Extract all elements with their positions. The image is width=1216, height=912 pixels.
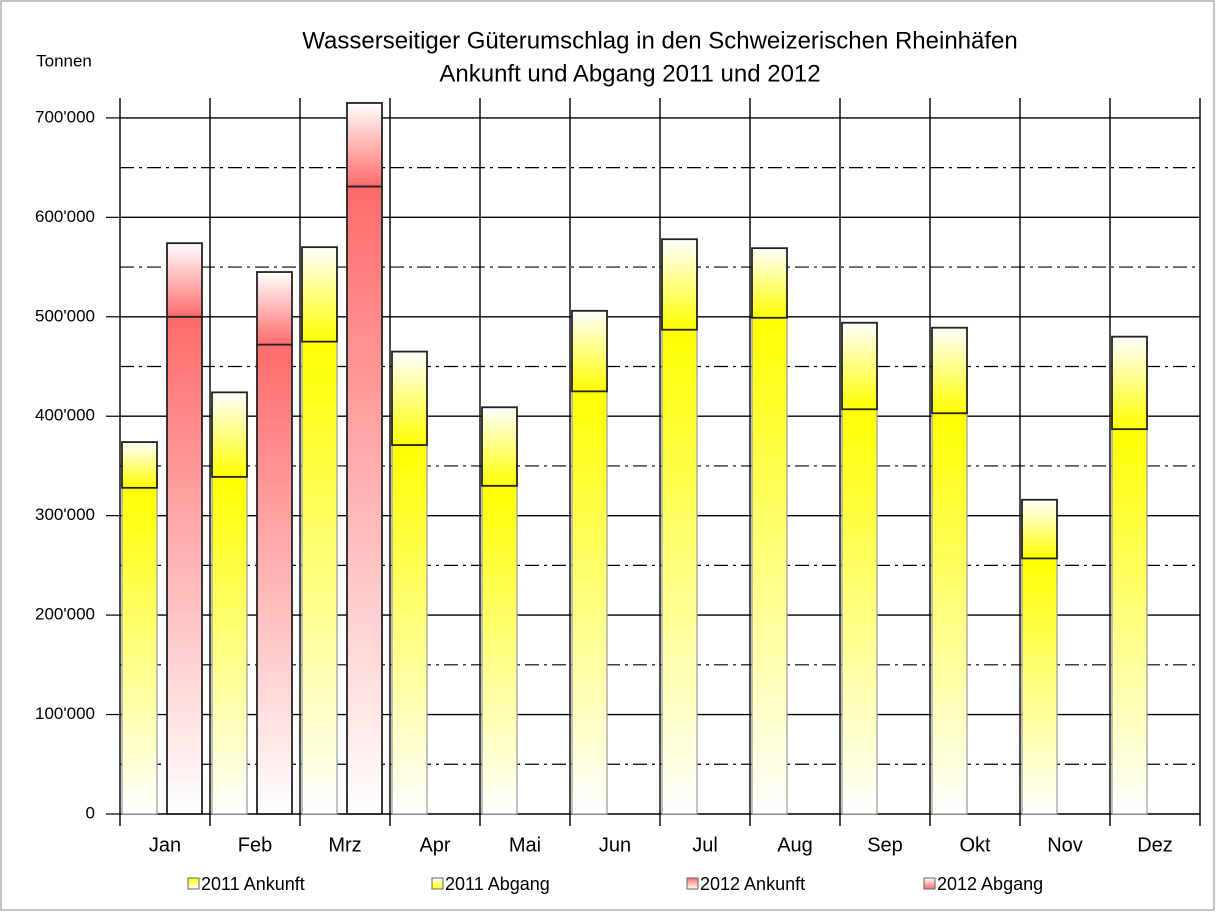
bar-segment (166, 242, 203, 318)
legend-item: 2011 Ankunft (187, 874, 305, 894)
bar-segment (121, 487, 158, 815)
bar-segment (1021, 557, 1058, 815)
bar-segment (121, 441, 158, 489)
bar-segment (301, 246, 338, 343)
bar-segment (931, 412, 968, 815)
bar-segment (211, 476, 248, 815)
legend-swatch (431, 877, 444, 890)
bar-segment (571, 390, 608, 815)
bar-segment (571, 309, 608, 393)
bar-segment (841, 408, 878, 815)
bar-segment (166, 315, 203, 815)
bar-segment (841, 321, 878, 411)
y-tick-label: 500'000 (35, 306, 95, 325)
x-tick-label: Mrz (328, 834, 361, 856)
legend-label: 2012 Ankunft (700, 874, 805, 894)
bar-segment (256, 343, 293, 815)
bar-segment (1021, 498, 1058, 560)
x-tick-label: Feb (238, 834, 272, 856)
bar-segment (391, 444, 428, 815)
y-tick-label: 600'000 (35, 207, 95, 226)
legend-label: 2012 Abgang (937, 874, 1043, 894)
bar-segment (481, 406, 518, 487)
legend-item: 2012 Abgang (923, 874, 1043, 894)
legend-swatch (923, 877, 936, 890)
bar-segment (346, 102, 383, 188)
legend-label: 2011 Abgang (445, 874, 550, 894)
x-tick-label: Jun (599, 834, 631, 856)
bar-segment (751, 317, 788, 815)
bar-segment (661, 238, 698, 331)
bar-segment (346, 185, 383, 815)
bar-segment (931, 326, 968, 415)
y-tick-label: 300'000 (35, 505, 95, 524)
bar-segment (1111, 335, 1148, 431)
x-tick-label: Jan (149, 834, 181, 856)
y-tick-label: 200'000 (35, 605, 95, 624)
legend-label: 2011 Ankunft (201, 874, 305, 894)
bar-segment (256, 271, 293, 346)
legend-swatch (686, 877, 699, 890)
bar-segment (211, 391, 248, 478)
x-tick-label: Dez (1137, 834, 1173, 856)
y-tick-label: 0 (86, 803, 95, 822)
chart-subtitle: Ankunft und Abgang 2011 und 2012 (439, 60, 820, 87)
x-tick-label: Jul (692, 834, 718, 856)
legend-item: 2012 Ankunft (686, 874, 805, 894)
y-tick-label: 400'000 (35, 406, 95, 425)
bar-segment (301, 341, 338, 815)
chart-title: Wasserseitiger Güterumschlag in den Schw… (302, 27, 1017, 54)
x-tick-label: Okt (959, 834, 991, 856)
x-tick-label: Aug (777, 834, 813, 856)
bar-segment (661, 329, 698, 815)
legend-swatch (187, 877, 200, 890)
y-axis-label: Tonnen (36, 51, 92, 70)
y-tick-label: 700'000 (35, 107, 95, 126)
x-tick-label: Apr (419, 834, 450, 856)
bar-segment (391, 350, 428, 446)
y-tick-label: 100'000 (35, 704, 95, 723)
legend-item: 2011 Abgang (431, 874, 550, 894)
x-tick-label: Sep (867, 834, 903, 856)
bar-segment (751, 247, 788, 319)
x-tick-label: Mai (509, 834, 541, 856)
bar-segment (481, 485, 518, 815)
x-tick-label: Nov (1047, 834, 1083, 856)
bar-segment (1111, 428, 1148, 815)
